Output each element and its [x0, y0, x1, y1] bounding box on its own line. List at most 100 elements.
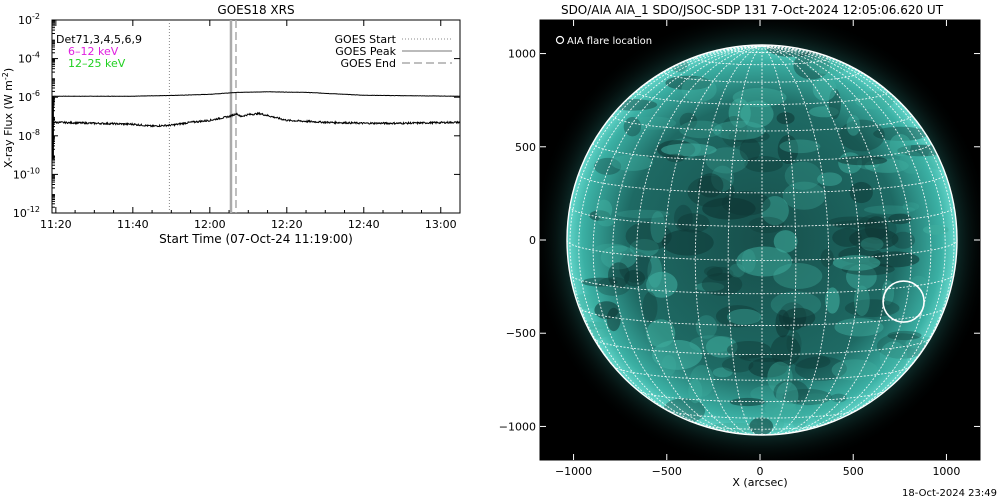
goes-x-tick-label: 12:00 [194, 218, 226, 231]
longitude-line [761, 45, 955, 408]
latitude-line [593, 338, 931, 356]
dark-region [739, 138, 761, 162]
longitude-line [761, 45, 888, 435]
aia-x-axis-label: X (arcsec) [732, 476, 787, 489]
longitude-line [761, 45, 946, 428]
dark-region [679, 112, 698, 130]
bright-region [889, 134, 912, 157]
bright-region [831, 359, 878, 381]
channel-label-6-12kev: 6–12 keV [68, 45, 119, 58]
aia-x-ticks: −1000 −500 0 500 1000 [555, 20, 960, 478]
dark-region [744, 156, 783, 173]
bright-region [854, 91, 895, 110]
dark-region [820, 249, 834, 268]
flare-legend-icon [555, 35, 565, 45]
goes-x-tick-label: 12:20 [271, 218, 303, 231]
goes-x-ticks: 11:20 11:40 12:00 12:20 12:40 13:00 [40, 20, 461, 231]
bright-region [729, 263, 745, 278]
bright-region [832, 255, 881, 271]
goes-chart-title: GOES18 XRS [217, 3, 294, 17]
aia-y-tick-label: 0 [529, 234, 536, 247]
longitude-line [761, 45, 830, 435]
latitude-line [613, 365, 911, 381]
goes-x-tick-label: 12:40 [348, 218, 380, 231]
bright-region [650, 211, 666, 244]
dark-region [773, 379, 809, 405]
goes-y-tick-label: 10-8 [18, 128, 40, 143]
goes-y-tick-base: 10 [13, 168, 27, 181]
dark-region [776, 112, 795, 125]
aia-x-tick-label: −1000 [555, 465, 592, 478]
bright-region [846, 115, 861, 136]
longitude-line [636, 45, 763, 435]
goes-x-axis-label: Start Time (07-Oct-24 11:19:00) [159, 232, 353, 246]
dark-region [770, 335, 801, 367]
aia-y-ticks: −1000 −500 0 500 1000 [499, 48, 980, 433]
dark-region [728, 129, 770, 143]
dark-region [677, 213, 710, 233]
legend-goes-start-label: GOES Start [335, 33, 397, 46]
aia-chart-title: SDO/AIA AIA_1 SDO/JSOC-SDP 131 7-Oct-202… [561, 3, 944, 17]
bright-region [689, 335, 734, 354]
goes-y-tick-exponent: -10 [27, 166, 40, 175]
dark-region [594, 157, 622, 175]
aia-image-chart: SDO/AIA AIA_1 SDO/JSOC-SDP 131 7-Oct-202… [499, 3, 981, 489]
longitude-line [727, 45, 763, 435]
dark-region [837, 155, 888, 166]
latitude-line [694, 57, 830, 66]
goes-y-tick-base: 10 [13, 207, 27, 220]
dark-region [748, 357, 788, 378]
bright-region [898, 151, 925, 174]
bright-region [800, 393, 832, 406]
dark-region [582, 277, 618, 287]
bright-region [864, 205, 915, 214]
bright-region [646, 319, 676, 348]
dark-region [888, 213, 912, 225]
bright-region [860, 237, 884, 252]
bright-region [689, 365, 715, 397]
goes-legend: GOES Start GOES Peak GOES End [335, 33, 452, 70]
goes-y-tick-label: 10-4 [18, 51, 40, 66]
footer-timestamp: 18-Oct-2024 23:49 [902, 488, 997, 499]
bright-region [761, 196, 789, 226]
bright-region [695, 282, 725, 292]
flare-location-circle [882, 280, 925, 323]
bright-region [767, 361, 793, 394]
dark-region [775, 309, 790, 338]
goes-y-tick-label: 10-10 [13, 166, 40, 181]
goes-x-tick-label: 11:40 [117, 218, 149, 231]
bright-region [595, 199, 613, 220]
bright-region [879, 341, 908, 373]
goes-y-tick-label: 10-12 [13, 205, 40, 220]
goes-y-tick-base: 10 [18, 130, 32, 143]
longitude-line [578, 45, 763, 428]
dark-region [661, 229, 714, 256]
dark-region [749, 417, 774, 435]
latitude-line [637, 389, 887, 403]
bright-region [629, 116, 677, 130]
bright-region [616, 209, 670, 219]
goes-y-tick-exponent: -8 [32, 128, 40, 137]
aia-x-tick-label: 1000 [932, 465, 960, 478]
bright-region [681, 76, 717, 103]
dark-region [706, 266, 734, 281]
bright-region [791, 411, 808, 429]
dark-region [726, 341, 772, 359]
bright-region [712, 367, 733, 378]
aia-y-tick-label: −1000 [499, 420, 536, 433]
goes-plot-frame [51, 19, 461, 214]
bright-region [661, 143, 717, 157]
bright-region [834, 318, 884, 337]
bright-region [809, 106, 839, 118]
goes-y-tick-exponent: -2 [32, 12, 40, 21]
bright-region [728, 98, 751, 128]
goes-y-tick-base: 10 [18, 53, 32, 66]
dark-region [782, 307, 816, 328]
goes-y-tick-label: 10-2 [18, 12, 40, 27]
bright-region [902, 202, 920, 211]
channel-label-12-25kev: 12–25 keV [68, 57, 126, 70]
dark-region [701, 272, 743, 296]
dark-region [777, 135, 799, 164]
latitude-line [569, 274, 955, 295]
